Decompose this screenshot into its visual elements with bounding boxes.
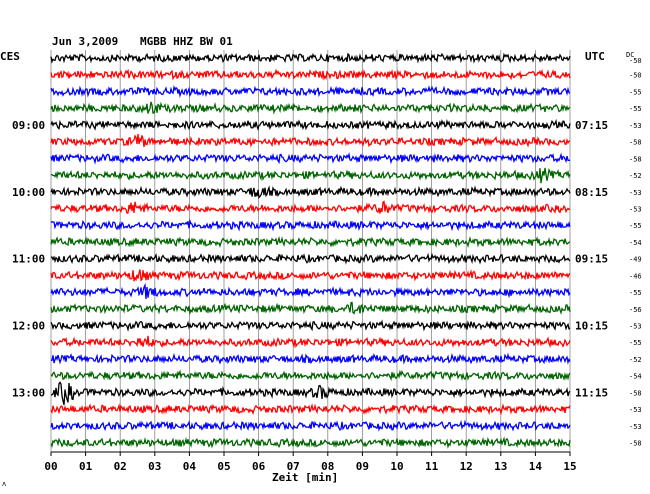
dc-value: -50 xyxy=(629,72,642,80)
x-tick-label: 11 xyxy=(425,460,439,473)
trace-row-16 xyxy=(50,319,571,332)
dc-value: -55 xyxy=(629,339,642,347)
trace-row-12 xyxy=(50,252,571,265)
trace-row-9 xyxy=(50,200,571,215)
trace-row-20 xyxy=(50,381,571,405)
dc-value: -46 xyxy=(629,272,642,280)
x-tick-label: 05 xyxy=(217,460,230,473)
x-tick-label: 15 xyxy=(563,460,576,473)
right-time-label: 08:15 xyxy=(575,186,608,199)
dc-offset-labels: -50 -50 -55 -55 -53 -58 -58 -52 -53 -53 -55 -54 -49 -… xyxy=(629,57,642,448)
x-tick-labels: 00 01 02 03 04 05 06 07 08 09 10 11 12 13 14 15 xyxy=(44,460,576,473)
dc-value: -53 xyxy=(629,205,642,213)
minute-grid xyxy=(50,50,571,456)
dc-value: -58 xyxy=(629,139,642,147)
dc-value: -53 xyxy=(629,189,642,197)
trace-row-15 xyxy=(50,301,571,316)
right-time-label: 10:15 xyxy=(575,320,608,333)
trace-row-4 xyxy=(50,118,571,131)
x-tick-label: 07 xyxy=(287,460,300,473)
dc-value: -58 xyxy=(629,155,642,163)
trace-row-13 xyxy=(50,269,571,282)
trace-row-19 xyxy=(50,369,571,382)
chart-station: MGBB HHZ BW 01 xyxy=(140,35,233,48)
left-time-label: 10:00 xyxy=(12,186,45,199)
dc-value: -55 xyxy=(629,289,642,297)
seismic-traces xyxy=(50,52,571,449)
dc-value: -55 xyxy=(629,88,642,96)
trace-row-0 xyxy=(50,52,571,64)
dc-value: -54 xyxy=(629,239,642,247)
dc-value: -53 xyxy=(629,122,642,130)
right-time-label: 09:15 xyxy=(575,253,608,266)
trace-row-14 xyxy=(50,282,571,299)
dc-value: -58 xyxy=(629,440,642,448)
x-tick-label: 10 xyxy=(390,460,403,473)
x-tick-label: 14 xyxy=(529,460,543,473)
dc-value: -53 xyxy=(629,406,642,414)
left-time-label: 09:00 xyxy=(12,119,45,132)
trace-row-6 xyxy=(50,152,571,165)
trace-row-5 xyxy=(50,133,571,148)
left-time-label: 13:00 xyxy=(12,386,45,399)
trace-row-10 xyxy=(50,218,571,232)
trace-row-21 xyxy=(50,403,571,416)
right-time-label: 07:15 xyxy=(575,119,608,132)
x-tick-label: 06 xyxy=(252,460,266,473)
trace-row-11 xyxy=(50,235,571,249)
left-time-labels: 09:00 10:00 11:00 12:00 13:00 xyxy=(12,119,45,400)
left-time-label: 11:00 xyxy=(12,253,45,266)
x-tick-label: 01 xyxy=(79,460,93,473)
dc-value: -52 xyxy=(629,172,642,180)
x-tick-label: 08 xyxy=(321,460,334,473)
dc-value: -50 xyxy=(629,57,642,65)
x-tick-label: 09 xyxy=(356,460,369,473)
left-time-label: 12:00 xyxy=(12,320,45,333)
right-time-label: 11:15 xyxy=(575,386,608,399)
x-tick-label: 13 xyxy=(494,460,507,473)
dc-value: -54 xyxy=(629,373,642,381)
dc-value: -56 xyxy=(629,306,642,314)
dc-value: -53 xyxy=(629,323,642,331)
dc-label: DC xyxy=(626,51,634,59)
x-tick-label: 03 xyxy=(148,460,161,473)
dc-value: -55 xyxy=(629,222,642,230)
x-tick-label: 12 xyxy=(460,460,473,473)
trace-row-7 xyxy=(51,167,571,184)
right-timezone-label: UTC xyxy=(585,50,605,63)
x-tick-label: 02 xyxy=(114,460,127,473)
x-tick-label: 00 xyxy=(44,460,57,473)
trace-row-8 xyxy=(50,185,571,199)
trace-row-18 xyxy=(51,352,571,365)
left-timezone-label: CES xyxy=(0,50,20,63)
dc-value: -58 xyxy=(629,389,642,397)
trace-row-22 xyxy=(50,419,571,432)
corner-mark: ʌ xyxy=(2,480,6,488)
dc-value: -52 xyxy=(629,356,642,364)
right-time-labels: 07:15 08:15 09:15 10:15 11:15 xyxy=(575,119,608,400)
trace-row-1 xyxy=(50,68,571,81)
chart-date: Jun 3,2009 xyxy=(52,35,118,48)
trace-row-23 xyxy=(50,436,571,449)
dc-value: -53 xyxy=(629,423,642,431)
x-tick-label: 04 xyxy=(183,460,197,473)
x-axis-label: Zeit [min] xyxy=(272,471,338,484)
dc-value: -55 xyxy=(629,105,642,113)
trace-row-17 xyxy=(50,335,571,349)
trace-row-2 xyxy=(50,84,571,99)
dc-value: -49 xyxy=(629,256,642,264)
trace-row-3 xyxy=(50,101,571,115)
